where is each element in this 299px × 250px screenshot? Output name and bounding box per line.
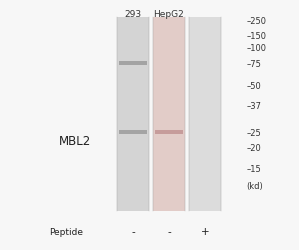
Text: –150: –150 [247, 32, 267, 41]
Bar [153, 18, 184, 211]
Bar [155, 131, 183, 134]
Text: –15: –15 [247, 164, 261, 173]
Text: –25: –25 [247, 128, 261, 137]
Text: HepG2: HepG2 [154, 10, 184, 19]
Bar [119, 62, 147, 66]
Text: –75: –75 [247, 59, 262, 68]
Text: –37: –37 [247, 102, 262, 111]
Text: –50: –50 [247, 82, 261, 91]
Text: +: + [201, 226, 209, 236]
Text: -: - [131, 226, 135, 236]
Text: –20: –20 [247, 143, 261, 152]
Text: Peptide: Peptide [49, 227, 83, 236]
Bar [119, 131, 147, 134]
Text: 293: 293 [124, 10, 142, 19]
Bar [189, 18, 220, 211]
Text: MBL2: MBL2 [59, 135, 91, 148]
Text: -: - [167, 226, 171, 236]
Text: –250: –250 [247, 17, 267, 26]
Bar [117, 18, 149, 211]
Text: (kd): (kd) [247, 182, 263, 191]
Text: –100: –100 [247, 44, 267, 53]
